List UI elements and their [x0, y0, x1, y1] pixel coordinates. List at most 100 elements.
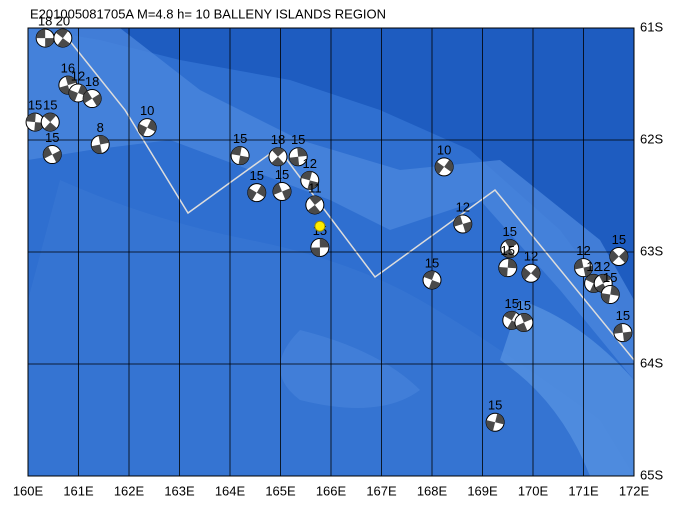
compression-quadrant — [301, 171, 313, 181]
x-tick-label: 169E — [467, 483, 498, 498]
compression-quadrant — [43, 113, 57, 123]
x-tick-label: 172E — [619, 483, 650, 498]
compression-quadrant — [598, 274, 612, 284]
compression-quadrant — [26, 113, 36, 123]
y-tick-label: 61S — [640, 19, 663, 34]
x-tick-label: 170E — [518, 483, 549, 498]
compression-quadrant — [503, 311, 517, 321]
x-tick-label: 160E — [13, 483, 44, 498]
depth-label: 15 — [501, 243, 515, 258]
compression-quadrant — [52, 150, 62, 163]
focal-mechanism — [268, 147, 288, 167]
compression-quadrant — [609, 250, 619, 263]
compression-quadrant — [423, 270, 436, 280]
y-tick-label: 62S — [640, 131, 663, 146]
depth-label: 12 — [586, 259, 600, 274]
depth-label: 16 — [61, 61, 75, 76]
focal-mechanism — [574, 258, 593, 278]
depth-label: 15 — [43, 98, 57, 113]
compression-quadrant — [45, 38, 55, 48]
compression-quadrant — [91, 144, 102, 154]
compression-quadrant — [486, 420, 496, 431]
x-tick-label: 164E — [215, 483, 246, 498]
depth-label: 12 — [456, 199, 470, 214]
compression-quadrant — [273, 183, 283, 195]
compression-quadrant — [43, 146, 53, 159]
depth-label: 15 — [612, 232, 626, 247]
focal-mechanism — [514, 313, 534, 333]
compression-quadrant — [271, 156, 285, 166]
compression-quadrant — [618, 250, 628, 263]
compression-quadrant — [583, 265, 593, 277]
x-tick-label: 167E — [366, 483, 397, 498]
focal-mechanism — [422, 270, 442, 290]
focal-mechanism — [288, 147, 308, 167]
focal-mechanism — [434, 157, 454, 177]
compression-quadrant — [507, 258, 517, 269]
focal-mechanism — [498, 258, 518, 278]
compression-quadrant — [282, 188, 292, 200]
x-tick-label: 166E — [316, 483, 347, 498]
depth-label: 15 — [275, 167, 289, 182]
focal-mechanism — [68, 83, 88, 103]
depth-label: 15 — [488, 398, 502, 413]
depth-label: 12 — [596, 259, 610, 274]
compression-quadrant — [307, 204, 321, 214]
depth-label: 12 — [576, 243, 590, 258]
focal-mechanism — [305, 195, 325, 215]
focal-mechanism — [137, 118, 157, 138]
compression-quadrant — [309, 195, 322, 205]
compression-quadrant — [530, 266, 540, 280]
compression-quadrant — [601, 293, 611, 304]
compression-quadrant — [147, 119, 157, 132]
compression-quadrant — [307, 180, 319, 190]
focal-mechanism — [247, 183, 267, 203]
compression-quadrant — [495, 413, 505, 425]
depth-label: 10 — [437, 142, 451, 157]
depth-label: 11 — [308, 180, 322, 195]
compression-quadrant — [57, 38, 71, 48]
y-tick-label: 65S — [640, 467, 663, 482]
depth-label: 15 — [250, 168, 264, 183]
depth-label: 15 — [603, 270, 617, 285]
depth-label: 15 — [45, 130, 59, 145]
depth-label: 15 — [505, 296, 519, 311]
depth-label: 18 — [85, 74, 99, 89]
compression-quadrant — [435, 161, 445, 175]
compression-quadrant — [453, 215, 463, 227]
compression-quadrant — [462, 221, 472, 233]
focal-mechanism — [90, 134, 110, 154]
focal-mechanism — [600, 285, 620, 305]
focal-mechanism — [485, 412, 505, 432]
map-title: E201005081705A M=4.8 h= 10 BALLENY ISLAN… — [30, 6, 386, 21]
compression-quadrant — [65, 76, 77, 86]
compression-quadrant — [520, 313, 533, 323]
y-tick-label: 63S — [640, 243, 663, 258]
x-tick-label: 161E — [63, 483, 94, 498]
focal-mechanism — [609, 246, 629, 266]
x-tick-label: 171E — [568, 483, 599, 498]
compression-quadrant — [247, 188, 257, 201]
focal-mechanism — [53, 28, 73, 48]
compression-quadrant — [289, 156, 300, 166]
depth-label: 10 — [140, 103, 154, 118]
compression-quadrant — [59, 85, 71, 95]
compression-quadrant — [98, 135, 110, 145]
focal-mechanism — [310, 238, 330, 258]
compression-quadrant — [613, 323, 623, 334]
compression-quadrant — [271, 147, 285, 157]
compression-quadrant — [36, 29, 46, 39]
compression-quadrant — [231, 146, 242, 156]
compression-quadrant — [502, 248, 515, 258]
compression-quadrant — [622, 331, 632, 342]
compression-quadrant — [256, 184, 266, 198]
depth-label: 18 — [38, 14, 52, 29]
compression-quadrant — [68, 89, 78, 102]
compression-quadrant — [297, 147, 308, 157]
focal-mechanism — [82, 89, 102, 109]
x-tick-label: 168E — [417, 483, 448, 498]
focal-mechanism — [521, 263, 541, 283]
depth-label: 12 — [524, 249, 538, 264]
focal-mechanism — [35, 28, 55, 48]
compression-quadrant — [515, 322, 528, 332]
